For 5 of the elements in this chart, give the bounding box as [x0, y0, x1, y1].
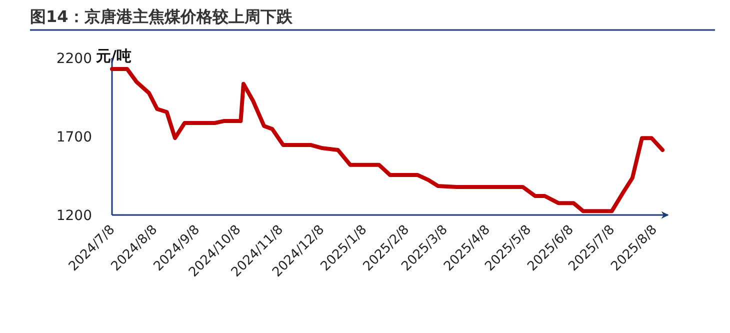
- y-tick-label: 1700: [56, 129, 92, 146]
- y-tick-label: 1200: [56, 208, 92, 224]
- y-tick-label: 2200: [56, 50, 92, 67]
- line-series: [110, 66, 665, 214]
- chart-title: 图14：京唐港主焦煤价格较上周下跌: [30, 7, 294, 26]
